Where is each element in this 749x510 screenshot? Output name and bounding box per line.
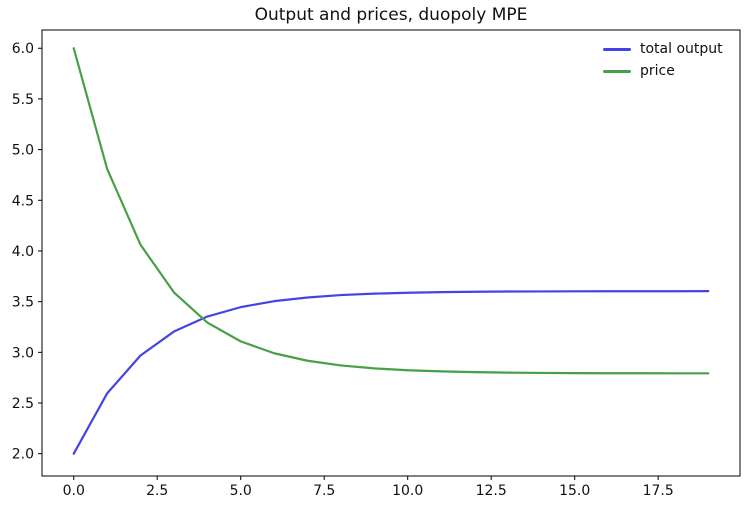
y-tick-label: 5.5 — [12, 92, 34, 108]
axis-ticks: 0.0 2.5 5.0 7.5 10.0 12.5 15.0 17.5 2.0 2.5 3.0 3.5… — [12, 41, 674, 499]
series-line-price — [72, 47, 710, 375]
x-tick-label: 2.5 — [146, 483, 168, 499]
x-tick-label: 10.0 — [392, 483, 423, 499]
legend-line-swatch — [603, 47, 631, 51]
y-tick-label: 5.0 — [12, 143, 34, 159]
series-line-total-output — [72, 290, 710, 455]
legend-line-swatch — [603, 69, 631, 73]
y-tick-label: 4.5 — [12, 193, 34, 209]
legend-label: total output — [640, 41, 723, 57]
plot-border — [41, 29, 741, 477]
legend-item-price: price — [603, 61, 723, 81]
x-tick-label: 17.5 — [643, 483, 674, 499]
chart-title: Output and prices, duopoly MPE — [255, 5, 528, 25]
y-tick-label: 6.0 — [12, 41, 34, 57]
legend-label: price — [640, 63, 675, 79]
y-tick-label: 3.5 — [12, 295, 34, 311]
legend-item-total-output: total output — [603, 39, 723, 59]
y-tick-label: 4.0 — [12, 244, 34, 260]
y-tick-label: 2.5 — [12, 396, 34, 412]
x-tick-label: 7.5 — [313, 483, 335, 499]
y-tick-label: 2.0 — [12, 447, 34, 463]
legend: total output price — [603, 39, 723, 81]
x-tick-label: 15.0 — [559, 483, 590, 499]
y-tick-label: 3.0 — [12, 345, 34, 361]
x-tick-label: 0.0 — [63, 483, 85, 499]
series-lines — [72, 47, 710, 455]
x-tick-label: 5.0 — [230, 483, 252, 499]
x-tick-label: 12.5 — [476, 483, 507, 499]
